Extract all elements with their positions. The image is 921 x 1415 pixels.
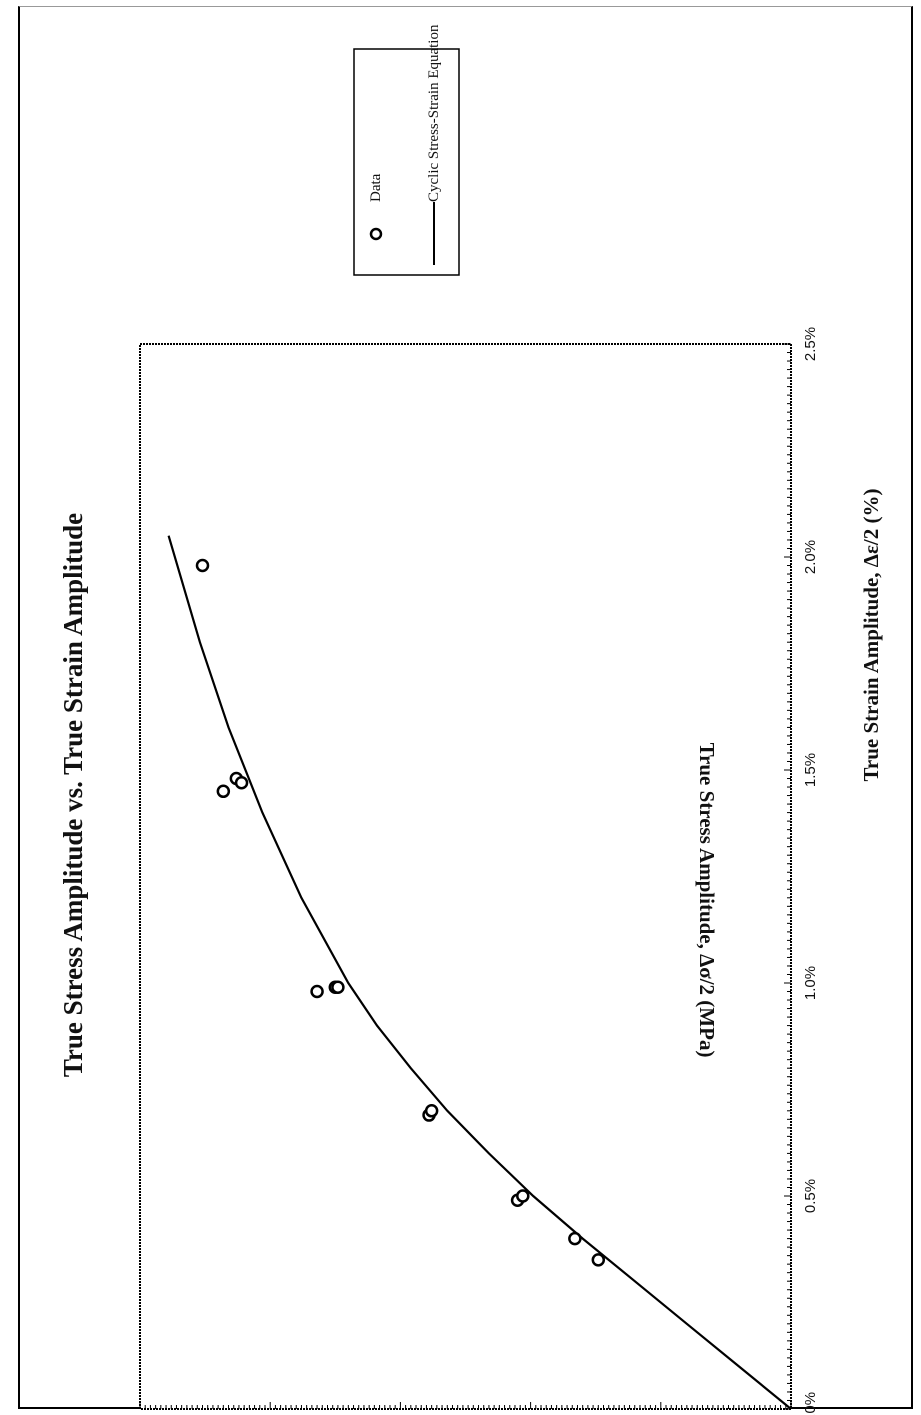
legend: Data Cyclic Stress-Strain Equation <box>353 24 460 276</box>
data-point <box>516 1189 530 1203</box>
legend-label-equation: Cyclic Stress-Strain Equation <box>426 24 442 202</box>
data-markers <box>195 558 606 1267</box>
data-point <box>234 776 249 790</box>
x-tick-label: 2.0% <box>802 540 819 574</box>
legend-marker-icon <box>369 227 383 241</box>
x-axis-label: True Strain Amplitude, Δε/2 (%) <box>859 488 883 781</box>
x-axis-ticks: 0.0% 0.5% 1.0% 1.5% 2.0% 2.5% <box>784 327 819 1415</box>
data-point <box>331 980 345 995</box>
page-frame <box>18 6 913 1408</box>
x-tick-label: 0.0% <box>802 1392 819 1415</box>
y-axis-ticks: 05001000150020002500 <box>139 1402 792 1409</box>
legend-box <box>353 48 460 276</box>
fit-curve <box>167 535 792 1410</box>
x-tick-label: 2.5% <box>802 327 819 361</box>
data-point <box>195 558 210 573</box>
y-axis-label-group: True Stress Amplitude, Δσ/2 (MPa) <box>695 743 719 1058</box>
data-point <box>424 1104 439 1118</box>
plot-area <box>139 343 792 1410</box>
x-tick-label: 0.5% <box>802 1179 819 1213</box>
x-tick-label: 1.0% <box>802 966 819 1000</box>
y-axis-label: True Stress Amplitude, Δσ/2 (MPa) <box>695 743 719 1058</box>
chart-title: True Stress Amplitude vs. True Strain Am… <box>58 513 88 1077</box>
data-point <box>568 1231 582 1246</box>
data-point <box>216 784 231 799</box>
x-tick-label: 1.5% <box>802 753 819 787</box>
data-point <box>591 1253 606 1267</box>
legend-label-data: Data <box>368 173 384 202</box>
chart-rotated-group: 05001000150020002500 0.0% 0.5% 1.0% 1.5% 2.0… <box>58 24 883 1415</box>
data-point <box>310 984 324 999</box>
